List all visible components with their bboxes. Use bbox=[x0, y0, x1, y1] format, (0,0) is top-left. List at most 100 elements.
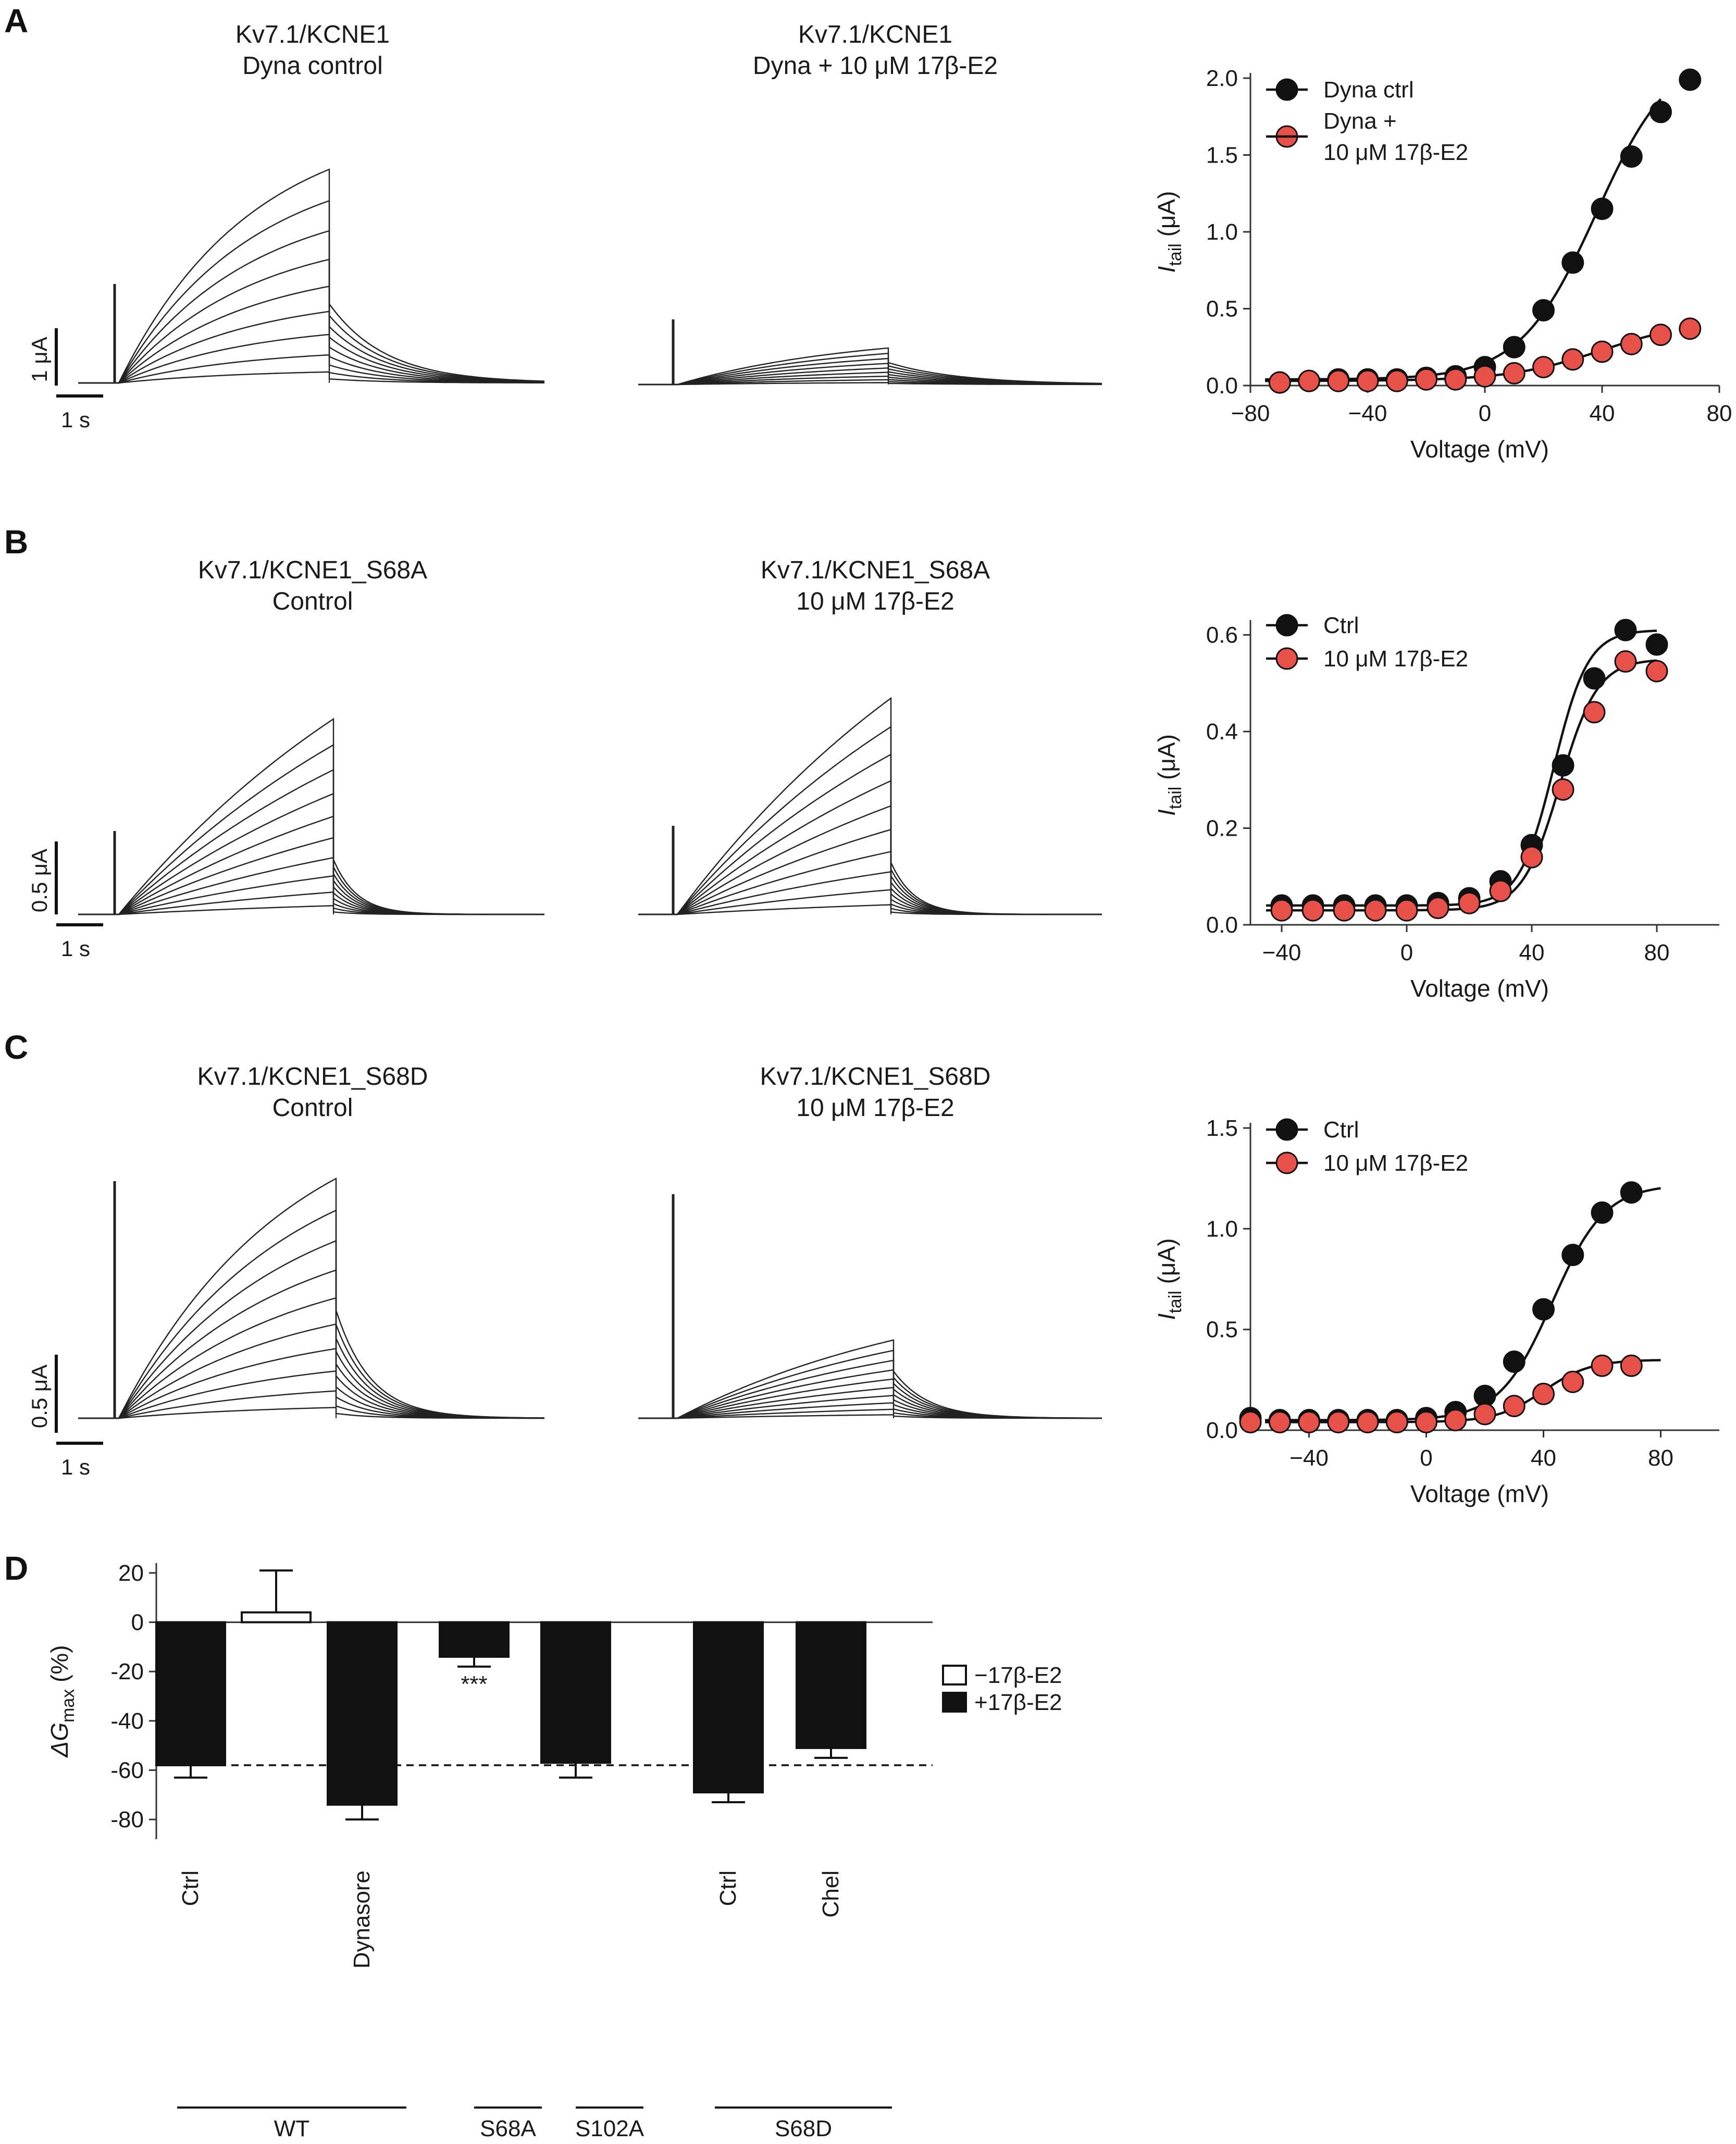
data-point-drug bbox=[1444, 1409, 1467, 1432]
data-point-drug bbox=[1561, 1370, 1584, 1393]
trace-title-c-right-2: 10 μM 17β-E2 bbox=[796, 1094, 954, 1122]
current-trace bbox=[78, 837, 544, 915]
current-trace bbox=[638, 889, 1102, 915]
legend-label: Ctrl bbox=[1323, 1117, 1359, 1143]
x-tick-label: 40 bbox=[1531, 1445, 1556, 1471]
bar bbox=[439, 1621, 510, 1658]
y-tick-label: 1.0 bbox=[1206, 219, 1238, 245]
data-point-ctrl bbox=[1561, 1244, 1584, 1267]
scale-bar-b-time: 1 s bbox=[61, 936, 90, 961]
data-point-ctrl bbox=[1503, 336, 1526, 358]
bar bbox=[540, 1621, 611, 1764]
group-label: S68D bbox=[775, 2116, 832, 2141]
data-point-drug bbox=[1385, 369, 1408, 392]
current-trace bbox=[78, 1297, 544, 1419]
y-tick-label: 20 bbox=[118, 1560, 144, 1586]
x-tick-label: 40 bbox=[1590, 401, 1615, 426]
x-tick-label: 80 bbox=[1644, 940, 1670, 965]
data-point-drug bbox=[1239, 1411, 1262, 1434]
legend-label-plus: +17β-E2 bbox=[974, 1690, 1062, 1715]
trace-title-b-left-2: Control bbox=[272, 588, 353, 615]
panel-letter-c: C bbox=[4, 1028, 28, 1066]
trace-title-c-left-2: Control bbox=[272, 1094, 353, 1122]
data-point-drug bbox=[1620, 1354, 1643, 1377]
scale-bar-a: 1 μA 1 s bbox=[27, 328, 103, 432]
y-axis-label-main: I bbox=[1153, 1313, 1180, 1320]
iv-chart-c: −40 0 40 80 0.0 0.5 1.0 1.5 Voltage (mV) Itail (μ… bbox=[1153, 1116, 1719, 1507]
legend-label-drug-1: Dyna + bbox=[1323, 108, 1397, 134]
current-trace bbox=[78, 230, 545, 384]
legend-label-ctrl: Dyna ctrl bbox=[1323, 77, 1414, 103]
trace-title-a-left-2: Dyna control bbox=[242, 52, 382, 80]
data-point-drug bbox=[1503, 1395, 1526, 1418]
data-point-drug bbox=[1583, 701, 1606, 724]
y-axis-label: ΔGmax (%) bbox=[46, 1645, 78, 1757]
y-axis-label: Itail (μA) bbox=[1153, 191, 1185, 273]
y-tick-label: 0.4 bbox=[1206, 719, 1238, 745]
data-point-drug bbox=[1532, 1382, 1555, 1405]
x-tick-label: −40 bbox=[1348, 401, 1387, 426]
data-point-ctrl bbox=[1583, 667, 1606, 690]
y-axis-label-unit: (μA) bbox=[1153, 191, 1180, 244]
current-trace bbox=[78, 891, 544, 915]
x-axis-label: Voltage (mV) bbox=[1410, 436, 1549, 463]
data-point-drug bbox=[1620, 332, 1643, 355]
iv-chart-b: −40 0 40 80 0.0 0.2 0.4 0.6 Voltage (mV) Itail (μ… bbox=[1153, 613, 1719, 1002]
current-trace bbox=[78, 311, 545, 384]
data-point-ctrl bbox=[1679, 68, 1702, 91]
data-point-ctrl bbox=[1591, 1201, 1614, 1224]
group-label: WT bbox=[274, 2116, 309, 2141]
x-tick-label: −80 bbox=[1231, 401, 1270, 426]
y-axis-label-main: ΔG bbox=[46, 1722, 73, 1758]
data-point-drug bbox=[1561, 348, 1584, 371]
y-tick-label: 0.0 bbox=[1206, 912, 1238, 938]
data-point-drug bbox=[1645, 660, 1668, 683]
current-traces-c-drug bbox=[638, 1194, 1102, 1419]
scale-bar-b-amp: 0.5 μA bbox=[27, 849, 52, 912]
legend-swatch-filled bbox=[942, 1692, 967, 1713]
current-traces-b-drug bbox=[638, 697, 1102, 915]
current-trace bbox=[78, 1269, 545, 1419]
y-axis-label-unit: (μA) bbox=[1153, 734, 1180, 787]
bar bbox=[693, 1621, 764, 1794]
y-tick-label: 0.2 bbox=[1206, 816, 1238, 841]
data-point-drug bbox=[1327, 369, 1350, 392]
y-axis-label-unit: (μA) bbox=[1153, 1238, 1180, 1291]
significance-label: *** bbox=[461, 1671, 487, 1697]
legend-marker bbox=[1275, 614, 1298, 637]
data-point-ctrl bbox=[1620, 1181, 1643, 1204]
data-point-drug bbox=[1356, 369, 1379, 392]
data-point-drug bbox=[1614, 650, 1637, 673]
x-tick-label: 0 bbox=[1479, 401, 1491, 426]
y-tick-label: 1.0 bbox=[1206, 1216, 1238, 1242]
data-point-drug bbox=[1298, 369, 1320, 392]
legend-marker bbox=[1275, 1151, 1298, 1174]
data-point-ctrl bbox=[1532, 299, 1555, 321]
data-point-drug bbox=[1473, 365, 1496, 388]
data-point-drug bbox=[1650, 324, 1672, 346]
current-trace bbox=[638, 347, 1102, 386]
fit-curve-drug bbox=[1266, 659, 1657, 912]
data-point-ctrl bbox=[1561, 251, 1584, 274]
bar bbox=[327, 1621, 398, 1806]
bar-category-label: Ctrl bbox=[715, 1870, 741, 1906]
x-tick-label: 0 bbox=[1420, 1445, 1432, 1471]
trace-title-a-right-1: Kv7.1/KCNE1 bbox=[798, 21, 952, 48]
current-traces-a-drug bbox=[638, 319, 1102, 386]
current-trace bbox=[78, 258, 545, 384]
data-point-drug bbox=[1268, 371, 1291, 394]
data-point-drug bbox=[1489, 879, 1512, 902]
data-point-ctrl bbox=[1620, 145, 1643, 168]
y-tick-label: -40 bbox=[110, 1708, 144, 1734]
current-trace bbox=[78, 286, 545, 384]
y-axis-label-main: I bbox=[1153, 809, 1180, 816]
data-point-drug bbox=[1444, 368, 1467, 391]
current-traces-a-control bbox=[78, 168, 545, 384]
current-trace bbox=[78, 1390, 544, 1419]
legend-label: 10 μM 17β-E2 bbox=[1323, 1150, 1468, 1176]
y-axis-label-sub: tail bbox=[1165, 787, 1185, 809]
current-traces-c-control bbox=[78, 1177, 545, 1419]
y-tick-label: -60 bbox=[110, 1758, 144, 1783]
data-point-ctrl bbox=[1503, 1350, 1526, 1373]
